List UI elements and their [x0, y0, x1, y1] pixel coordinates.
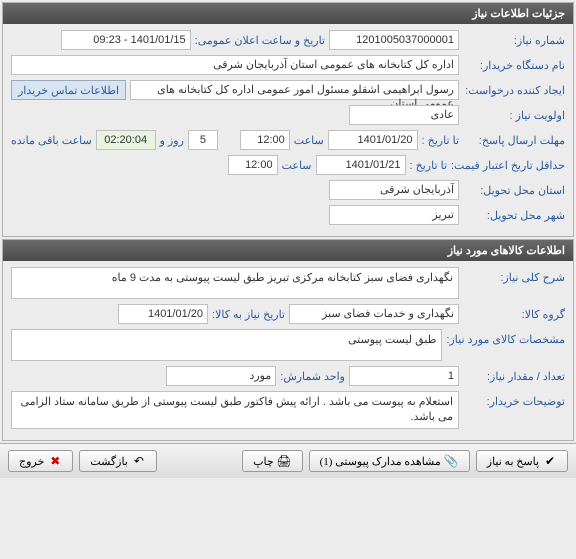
print-label: چاپ	[253, 455, 274, 468]
desc-label: شرح کلی نیاز:	[463, 267, 565, 284]
back-label: بازگشت	[90, 455, 128, 468]
reply-icon: ✔	[543, 454, 557, 468]
exit-icon: ✖	[48, 454, 62, 468]
days-and-label: روز و	[160, 134, 184, 147]
unit-label: واحد شمارش:	[280, 370, 345, 383]
panel2-body: شرح کلی نیاز: نگهداری فضای سبز کتابخانه …	[3, 261, 573, 440]
validity-date: 1401/01/21	[316, 155, 406, 175]
to-date-label-2: تا تاریخ :	[410, 159, 447, 172]
qty-label: تعداد / مقدار نیاز:	[463, 370, 565, 383]
attachments-label: مشاهده مدارک پیوستی (1)	[320, 455, 441, 468]
city-value: تبریز	[329, 205, 459, 225]
need-no-label: شماره نیاز:	[463, 34, 565, 47]
group-label: گروه کالا:	[463, 308, 565, 321]
back-button[interactable]: ↶ بازگشت	[79, 450, 157, 472]
province-label: استان محل تحویل:	[463, 184, 565, 197]
panel2-header: اطلاعات کالاهای مورد نیاز	[3, 240, 573, 261]
buyer-value: اداره کل کتابخانه های عمومی استان آذربای…	[11, 55, 459, 75]
attachment-icon: 📎	[445, 454, 459, 468]
exit-label: خروج	[19, 455, 44, 468]
reply-button[interactable]: ✔ پاسخ به نیاز	[476, 450, 568, 472]
group-value: نگهداری و خدمات فضای سبز	[289, 304, 459, 324]
deadline-time: 12:00	[240, 130, 290, 150]
attachments-button[interactable]: 📎 مشاهده مدارک پیوستی (1)	[309, 450, 470, 472]
print-icon: 🖨	[278, 454, 292, 468]
print-button[interactable]: 🖨 چاپ	[242, 450, 303, 472]
panel1-body: شماره نیاز: 1201005037000001 تاریخ و ساع…	[3, 24, 573, 236]
creator-value: رسول ابراهیمی اشقلو مسئول امور عمومی ادا…	[130, 80, 459, 100]
reply-label: پاسخ به نیاز	[487, 455, 539, 468]
city-label: شهر محل تحویل:	[463, 209, 565, 222]
need-details-panel: جزئیات اطلاعات نیاز شماره نیاز: 12010050…	[2, 2, 574, 237]
creator-label: ایجاد کننده درخواست:	[463, 84, 565, 97]
countdown-timer: 02:20:04	[96, 130, 156, 150]
exit-button[interactable]: ✖ خروج	[8, 450, 73, 472]
deadline-date: 1401/01/20	[328, 130, 418, 150]
qty-value: 1	[349, 366, 459, 386]
remaining-label: ساعت باقی مانده	[11, 134, 92, 147]
need-date-value: 1401/01/20	[118, 304, 208, 324]
notes-value: استعلام به پیوست می باشد . ارائه پیش فاک…	[11, 391, 459, 429]
items-panel: اطلاعات کالاهای مورد نیاز شرح کلی نیاز: …	[2, 239, 574, 441]
deadline-label: مهلت ارسال پاسخ:	[463, 134, 565, 147]
contact-buyer-button[interactable]: اطلاعات تماس خریدار	[11, 80, 126, 100]
panel1-header: جزئیات اطلاعات نیاز	[3, 3, 573, 24]
spec-label: مشخصات کالای مورد نیاز:	[446, 329, 565, 346]
notes-label: توضیحات خریدار:	[463, 391, 565, 408]
need-date-label: تاریخ نیاز به کالا:	[212, 308, 285, 321]
back-icon: ↶	[132, 454, 146, 468]
validity-label: حداقل تاریخ اعتبار قیمت:	[451, 159, 565, 172]
need-no-value: 1201005037000001	[329, 30, 459, 50]
spec-value: طبق لیست پیوستی	[11, 329, 442, 361]
validity-time: 12:00	[228, 155, 278, 175]
priority-label: اولویت نیاز :	[463, 109, 565, 122]
time-label-2: ساعت	[282, 159, 312, 172]
announce-label: تاریخ و ساعت اعلان عمومی:	[195, 34, 325, 47]
days-remaining: 5	[188, 130, 218, 150]
buyer-label: نام دستگاه خریدار:	[463, 59, 565, 72]
province-value: آذربایجان شرقی	[329, 180, 459, 200]
to-date-label-1: تا تاریخ :	[422, 134, 459, 147]
desc-value: نگهداری فضای سبز کتابخانه مرکزی تبریز طب…	[11, 267, 459, 299]
unit-value: مورد	[166, 366, 276, 386]
time-label-1: ساعت	[294, 134, 324, 147]
footer-toolbar: ✔ پاسخ به نیاز 📎 مشاهده مدارک پیوستی (1)…	[0, 443, 576, 478]
priority-value: عادی	[349, 105, 459, 125]
announce-value: 1401/01/15 - 09:23	[61, 30, 191, 50]
